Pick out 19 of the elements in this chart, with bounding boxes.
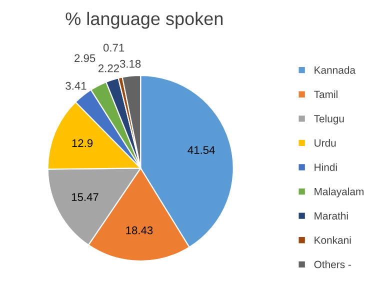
data-label: 15.47 — [72, 193, 98, 202]
chart-title: % language spoken — [66, 12, 223, 29]
legend-label: Telugu — [314, 114, 344, 124]
legend-label: Tamil — [314, 90, 338, 98]
data-label: 18.43 — [126, 226, 153, 234]
data-label: 3.41 — [66, 82, 86, 90]
data-label: 3.18 — [120, 60, 141, 68]
legend-label: Urdu — [314, 139, 336, 147]
legend-label: Kannada — [314, 66, 356, 74]
data-label: 41.54 — [188, 146, 215, 154]
legend-label: Konkani — [314, 236, 351, 244]
data-label: 2.95 — [74, 54, 96, 62]
legend-label: Hindi — [314, 163, 337, 171]
legend-label: Others - — [314, 260, 351, 268]
legend-label: Marathi — [314, 212, 348, 220]
data-label: 0.71 — [103, 44, 124, 52]
data-label: 12.9 — [72, 139, 93, 148]
data-label: 2.22 — [98, 64, 119, 72]
legend-label: Malayalam — [314, 188, 364, 198]
